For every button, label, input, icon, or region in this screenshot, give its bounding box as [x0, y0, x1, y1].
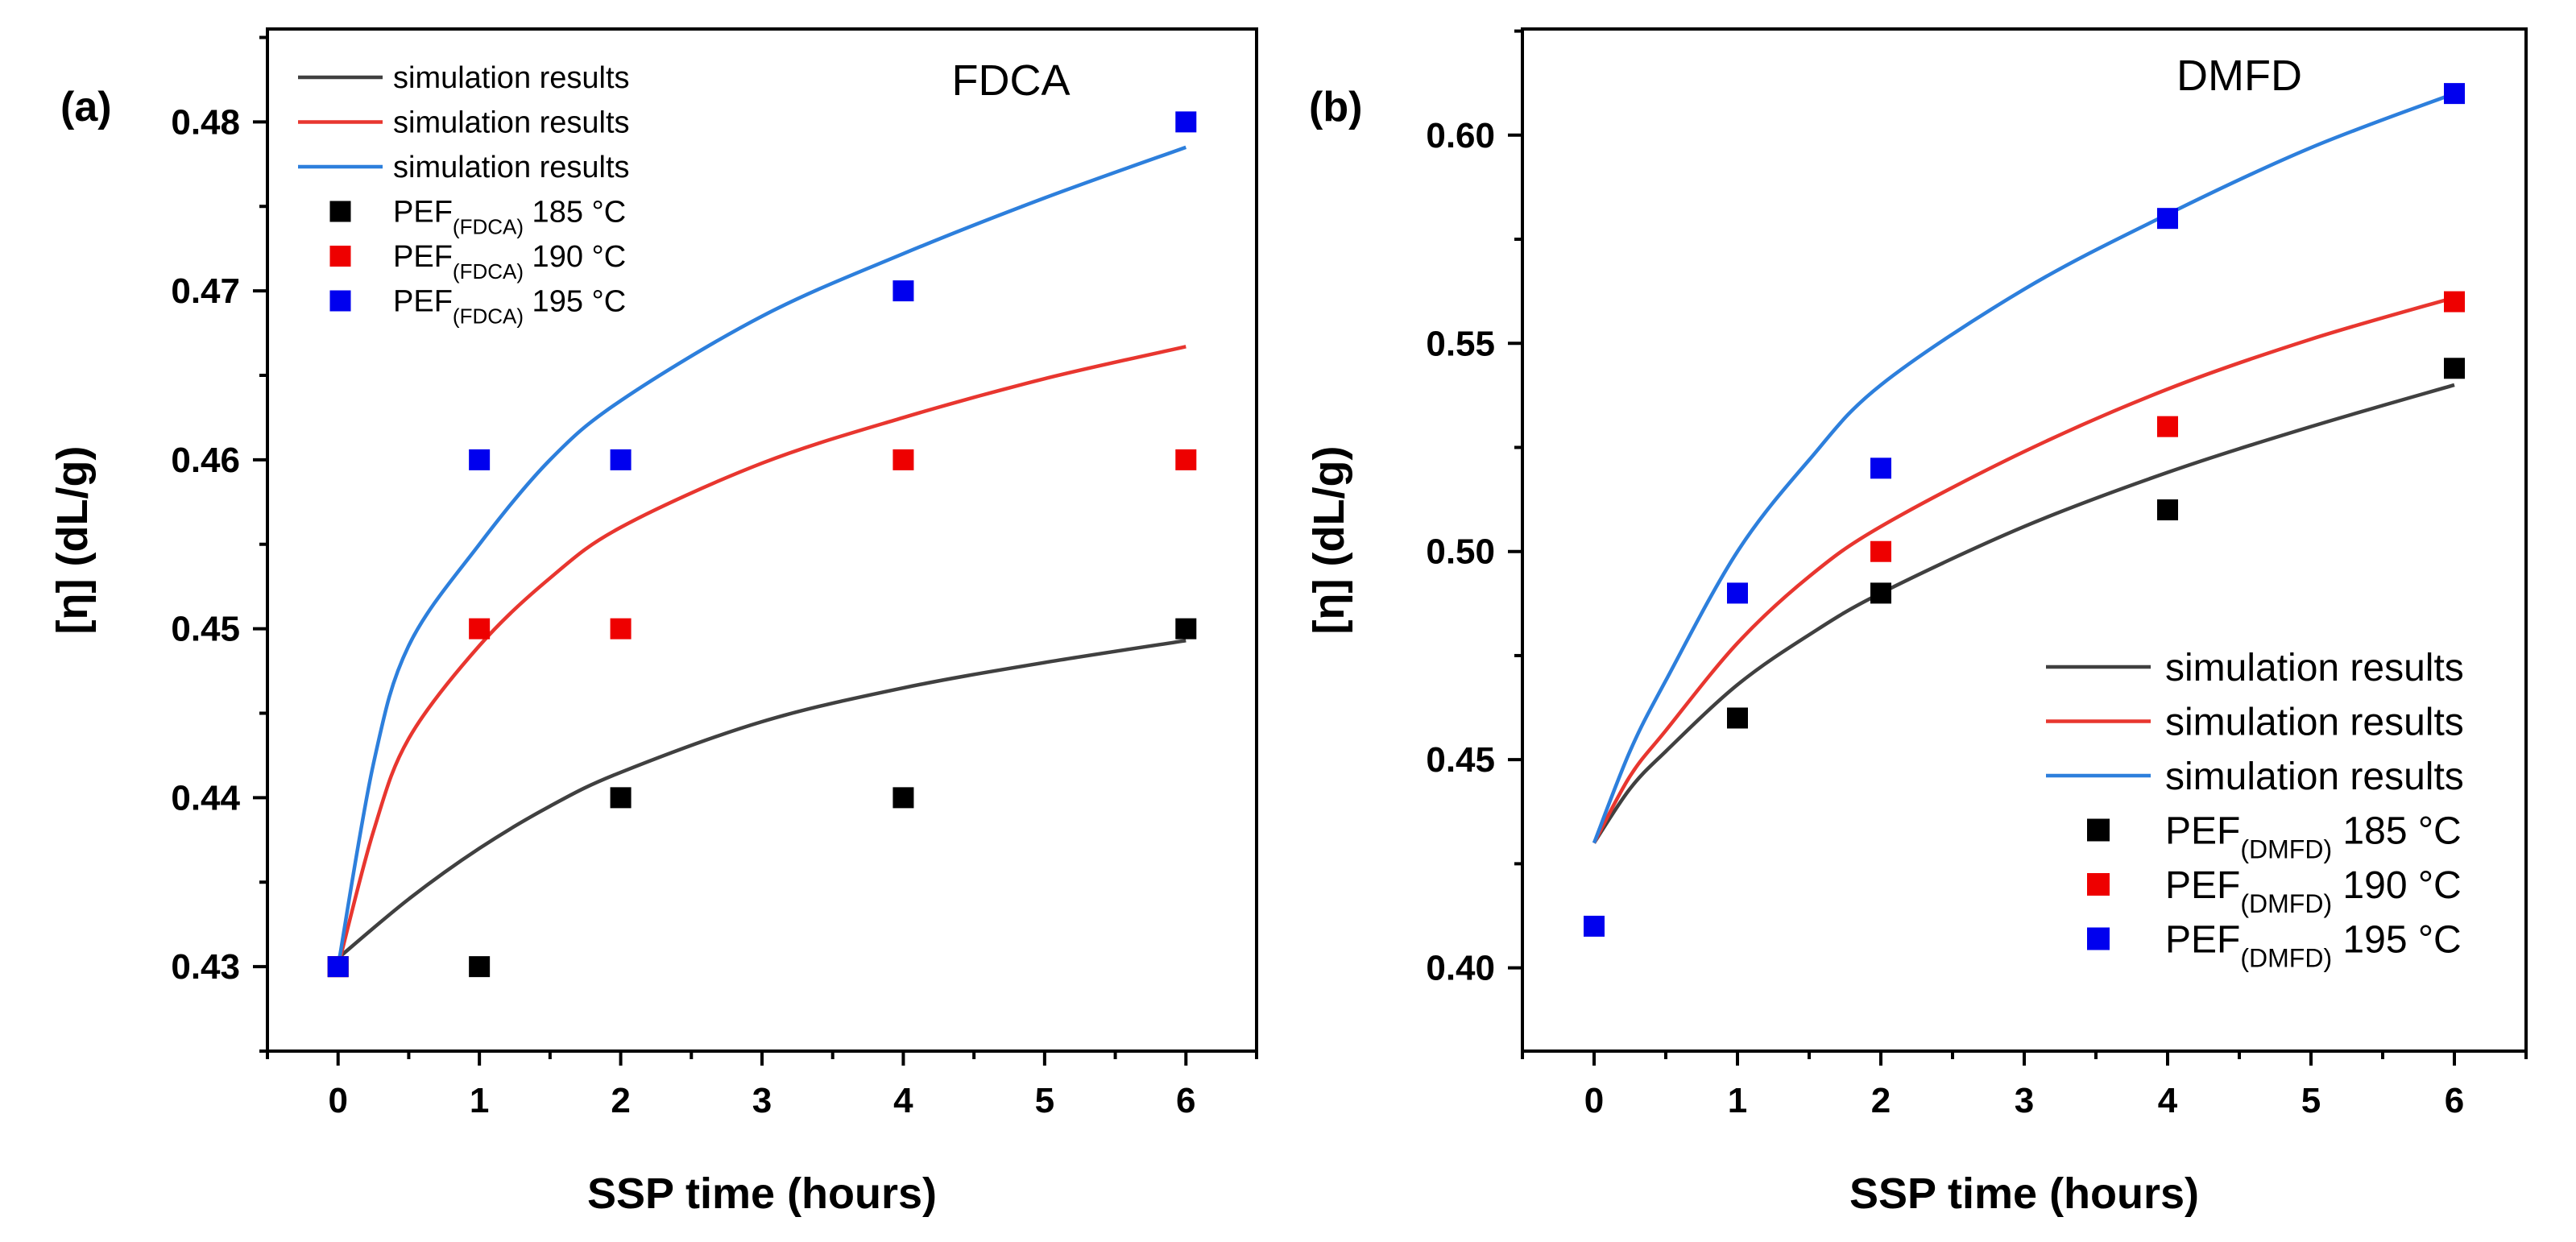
- chart-title: DMFD: [2176, 52, 2302, 100]
- y-axis-title: [η] (dL/g): [1305, 446, 1353, 635]
- legend-label: simulation results: [393, 106, 630, 140]
- x-tick-label: 1: [470, 1081, 489, 1120]
- legend-label: simulation results: [393, 61, 630, 95]
- data-point: [610, 787, 632, 809]
- data-point: [469, 956, 491, 978]
- x-tick-label: 1: [1728, 1081, 1747, 1120]
- data-point: [1584, 915, 1605, 937]
- x-tick-label: 4: [2158, 1081, 2178, 1120]
- x-tick-label: 3: [752, 1081, 772, 1120]
- y-axis-title: [η] (dL/g): [48, 446, 97, 635]
- x-tick-label: 3: [2015, 1081, 2034, 1120]
- y-tick-label: 0.55: [1426, 324, 1495, 363]
- y-tick-label: 0.50: [1426, 532, 1495, 572]
- y-tick-label: 0.43: [171, 947, 240, 987]
- data-point: [1727, 707, 1748, 729]
- data-point: [1727, 582, 1748, 604]
- series-line: [1592, 296, 2455, 844]
- data-point: [327, 956, 349, 978]
- legend-label: simulation results: [2165, 647, 2464, 689]
- x-tick-label: 6: [2445, 1081, 2464, 1120]
- data-point: [1175, 111, 1197, 133]
- x-tick-label: 4: [893, 1081, 913, 1120]
- chart-panel-b: 0 1 2 3 4 5 6 0.40 0.45 0.50 0.55 0.60 SSP time (hou…: [1305, 27, 2528, 1218]
- data-point: [610, 618, 632, 640]
- data-point: [1175, 449, 1197, 470]
- y-tick-label: 0.45: [1426, 740, 1495, 780]
- data-point: [1870, 582, 1891, 604]
- x-axis-title: SSP time (hours): [587, 1170, 937, 1218]
- legend-marker-swatch: [329, 201, 351, 222]
- legend-label: PEF(DMFD) 195 °C: [2165, 919, 2462, 973]
- data-point: [2444, 83, 2465, 105]
- panel-label: (a): [60, 84, 112, 130]
- series-line: [1592, 92, 2455, 844]
- data-point: [2157, 499, 2178, 521]
- y-tick-label: 0.47: [171, 271, 240, 311]
- data-point: [469, 618, 491, 640]
- series-line: [336, 145, 1187, 967]
- x-tick-label: 6: [1176, 1081, 1195, 1120]
- data-point: [2444, 358, 2465, 379]
- y-tick-label: 0.60: [1426, 116, 1495, 155]
- legend-marker-swatch: [2087, 818, 2110, 842]
- legend-label: PEF(FDCA) 190 °C: [393, 240, 626, 284]
- data-point: [1870, 457, 1891, 479]
- legend-label: PEF(FDCA) 185 °C: [393, 196, 626, 239]
- legend-label: simulation results: [2165, 756, 2464, 798]
- y-tick-label: 0.48: [171, 102, 240, 142]
- data-point: [2157, 416, 2178, 437]
- data-point: [1175, 618, 1197, 640]
- x-axis-title: SSP time (hours): [1849, 1170, 2199, 1218]
- legend-label: simulation results: [2165, 702, 2464, 744]
- data-point: [610, 449, 632, 470]
- chart-title: FDCA: [952, 56, 1071, 105]
- data-point: [892, 449, 914, 470]
- data-point: [1870, 540, 1891, 562]
- legend-label: PEF(DMFD) 190 °C: [2165, 864, 2462, 918]
- x-tick-label: 2: [1871, 1081, 1891, 1120]
- y-tick-label: 0.46: [171, 441, 240, 480]
- legend-label: simulation results: [393, 151, 630, 184]
- x-tick-label: 0: [1584, 1081, 1604, 1120]
- data-point: [469, 449, 491, 470]
- legend-marker-swatch: [329, 290, 351, 312]
- x-tick-label: 0: [328, 1081, 347, 1120]
- legend-marker-swatch: [2087, 873, 2110, 896]
- y-tick-label: 0.45: [171, 610, 240, 649]
- series-line: [336, 345, 1187, 967]
- legend-label: PEF(DMFD) 185 °C: [2165, 810, 2462, 864]
- y-tick-label: 0.40: [1426, 949, 1495, 988]
- x-tick-label: 5: [2301, 1081, 2321, 1120]
- data-point: [892, 280, 914, 302]
- chart-panel-a: 0 1 2 3 4 5 6 0.43 0.44 0.45 0.46 0.47 0.48 SSP time …: [48, 27, 1258, 1218]
- data-point: [2157, 208, 2178, 230]
- series-line: [337, 639, 1187, 960]
- x-tick-label: 5: [1035, 1081, 1054, 1120]
- y-tick-label: 0.44: [171, 778, 240, 818]
- data-point: [2444, 291, 2465, 313]
- data-point: [892, 787, 914, 809]
- x-tick-label: 2: [611, 1081, 630, 1120]
- legend-marker-swatch: [329, 246, 351, 267]
- panel-label: (b): [1309, 84, 1362, 130]
- legend-marker-swatch: [2087, 927, 2110, 950]
- legend-label: PEF(FDCA) 195 °C: [393, 285, 626, 329]
